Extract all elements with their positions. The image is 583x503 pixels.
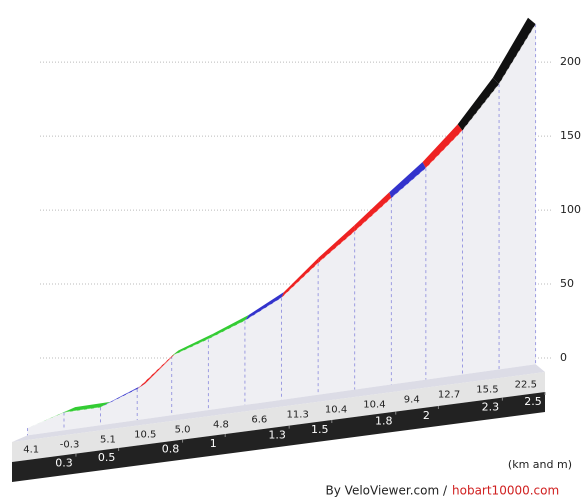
profile-segment xyxy=(457,77,500,131)
gradient-label: 22.5 xyxy=(515,380,537,391)
x-tick-label: 2.3 xyxy=(482,401,500,414)
units-note: (km and m) xyxy=(508,458,572,471)
y-tick-label: 100 xyxy=(560,203,581,216)
profile-segment xyxy=(63,401,111,413)
y-tick-label: 0 xyxy=(560,351,567,364)
x-tick-label: 0.3 xyxy=(55,457,73,470)
gradient-label: 5.1 xyxy=(100,434,116,445)
gradient-label: 10.5 xyxy=(134,430,156,441)
x-tick-label: 0.8 xyxy=(162,443,180,456)
y-tick-label: 200 xyxy=(560,55,581,68)
x-tick-label: 1.3 xyxy=(268,429,286,442)
gradient-label: 10.4 xyxy=(363,399,385,410)
x-tick-label: 2.5 xyxy=(524,395,542,408)
profile-segment xyxy=(208,314,249,340)
ground-top xyxy=(12,364,545,442)
gradient-label: 9.4 xyxy=(404,395,420,406)
gradient-label: 15.5 xyxy=(476,385,498,396)
y-tick-label: 150 xyxy=(560,129,581,142)
gradient-label: 4.8 xyxy=(213,420,229,431)
gradient-label: 11.3 xyxy=(287,409,309,420)
x-tick-label: 0.5 xyxy=(98,451,116,464)
profile-segment xyxy=(281,257,320,298)
x-tick-label: 1 xyxy=(210,437,217,450)
profile-wall xyxy=(27,24,536,436)
profile-segment xyxy=(422,124,463,169)
y-tick-label: 50 xyxy=(560,277,574,290)
gradient-label: 4.1 xyxy=(23,444,39,455)
credit-link[interactable]: hobart10000.com xyxy=(452,484,559,498)
x-tick-label: 2 xyxy=(423,409,430,422)
gradient-label: -0.3 xyxy=(60,439,80,450)
profile-segment xyxy=(100,383,146,408)
gradient-strip xyxy=(12,372,545,462)
gradient-label: 5.0 xyxy=(175,425,191,436)
credit: By VeloViewer.com / xyxy=(326,484,448,498)
profile-line xyxy=(27,23,537,429)
profile-segment xyxy=(354,192,392,232)
gradient-label: 10.4 xyxy=(325,404,347,415)
profile-segment xyxy=(171,333,214,357)
x-tick-label: 1.8 xyxy=(375,415,393,428)
gradient-label: 12.7 xyxy=(438,390,460,401)
profile-segment xyxy=(389,162,426,199)
profile-segment xyxy=(492,17,536,84)
profile-segment xyxy=(318,225,355,264)
gradient-label: 6.6 xyxy=(251,415,267,426)
distance-strip xyxy=(12,392,545,482)
profile-segment xyxy=(244,291,284,321)
x-tick-label: 1.5 xyxy=(311,423,329,436)
profile-segment xyxy=(137,350,179,389)
